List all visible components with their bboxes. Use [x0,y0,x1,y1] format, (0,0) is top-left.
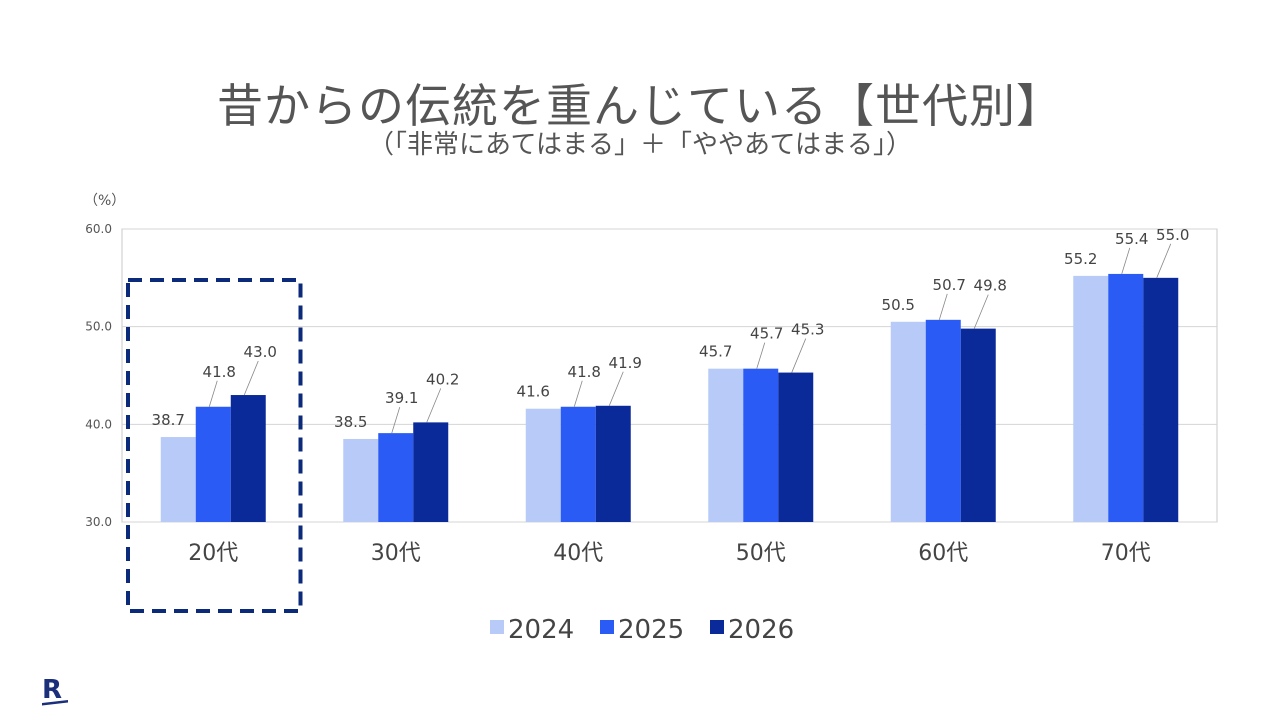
legend-swatch [710,620,724,634]
value-label: 41.8 [203,363,236,381]
bar [1108,273,1144,522]
legend-label: 2025 [618,615,684,645]
value-label: 38.7 [152,411,185,429]
bar [343,438,379,522]
bar [960,328,996,522]
bar [778,372,814,522]
value-leader-line [208,380,218,407]
value-label: 41.6 [517,383,550,401]
chart-title: 昔からの伝統を重んじている【世代別】 [217,79,1063,133]
value-label: 50.5 [882,296,915,314]
y-tick-label: 30.0 [85,515,112,529]
bar [1143,277,1179,522]
legend-label: 2026 [728,615,794,645]
bar [413,422,449,522]
value-label: 55.0 [1156,226,1189,244]
bar [560,406,596,522]
bar [890,321,926,522]
svg-text:R: R [42,675,62,705]
bar [925,319,961,522]
chart-subtitle: （「非常にあてはまる」＋「ややあてはまる」） [368,130,912,160]
value-label: 39.1 [385,389,418,407]
y-tick-label: 60.0 [85,222,112,236]
value-label: 55.4 [1115,230,1148,248]
bar [595,405,631,522]
value-leader-line [791,338,807,373]
bar [230,395,266,522]
x-tick-label: 60代 [918,541,968,566]
value-leader-line [426,388,442,423]
x-tick-label: 30代 [371,541,421,566]
y-axis-unit-label: （%） [84,193,126,209]
bar [195,406,231,522]
x-tick-label: 70代 [1101,541,1151,566]
value-leader-line [243,360,259,396]
legend-swatch [490,620,504,634]
value-label: 45.3 [791,321,824,339]
legend-swatch [600,620,614,634]
value-leader-line [973,294,989,329]
value-leader-line [573,380,583,407]
value-label: 49.8 [974,277,1007,295]
value-leader-line [391,407,401,434]
bar [160,437,196,522]
plot-area [121,228,1218,523]
bar [525,408,561,522]
value-label: 45.7 [750,325,783,343]
value-label: 40.2 [426,370,459,388]
bar [743,368,779,522]
highlight-box [126,278,303,613]
value-label: 41.8 [568,363,601,381]
x-tick-label: 40代 [553,541,603,566]
value-label: 55.2 [1064,250,1097,268]
value-leader-line [608,371,624,406]
value-label: 43.0 [244,343,277,361]
value-label: 45.7 [699,343,732,361]
legend-label: 2024 [508,615,574,645]
y-tick-label: 40.0 [85,417,112,431]
bar [378,433,414,522]
value-label: 50.7 [933,276,966,294]
bar [1073,275,1109,522]
value-label: 41.9 [609,354,642,372]
x-tick-label: 20代 [188,541,238,566]
value-leader-line [938,293,948,320]
x-tick-label: 50代 [736,541,786,566]
brand-logo-icon: R [42,675,68,706]
value-label: 38.5 [334,413,367,431]
value-leader-line [756,342,766,369]
bar [708,368,744,522]
y-tick-label: 50.0 [85,320,112,334]
value-leader-line [1156,243,1172,278]
value-leader-line [1121,247,1131,275]
